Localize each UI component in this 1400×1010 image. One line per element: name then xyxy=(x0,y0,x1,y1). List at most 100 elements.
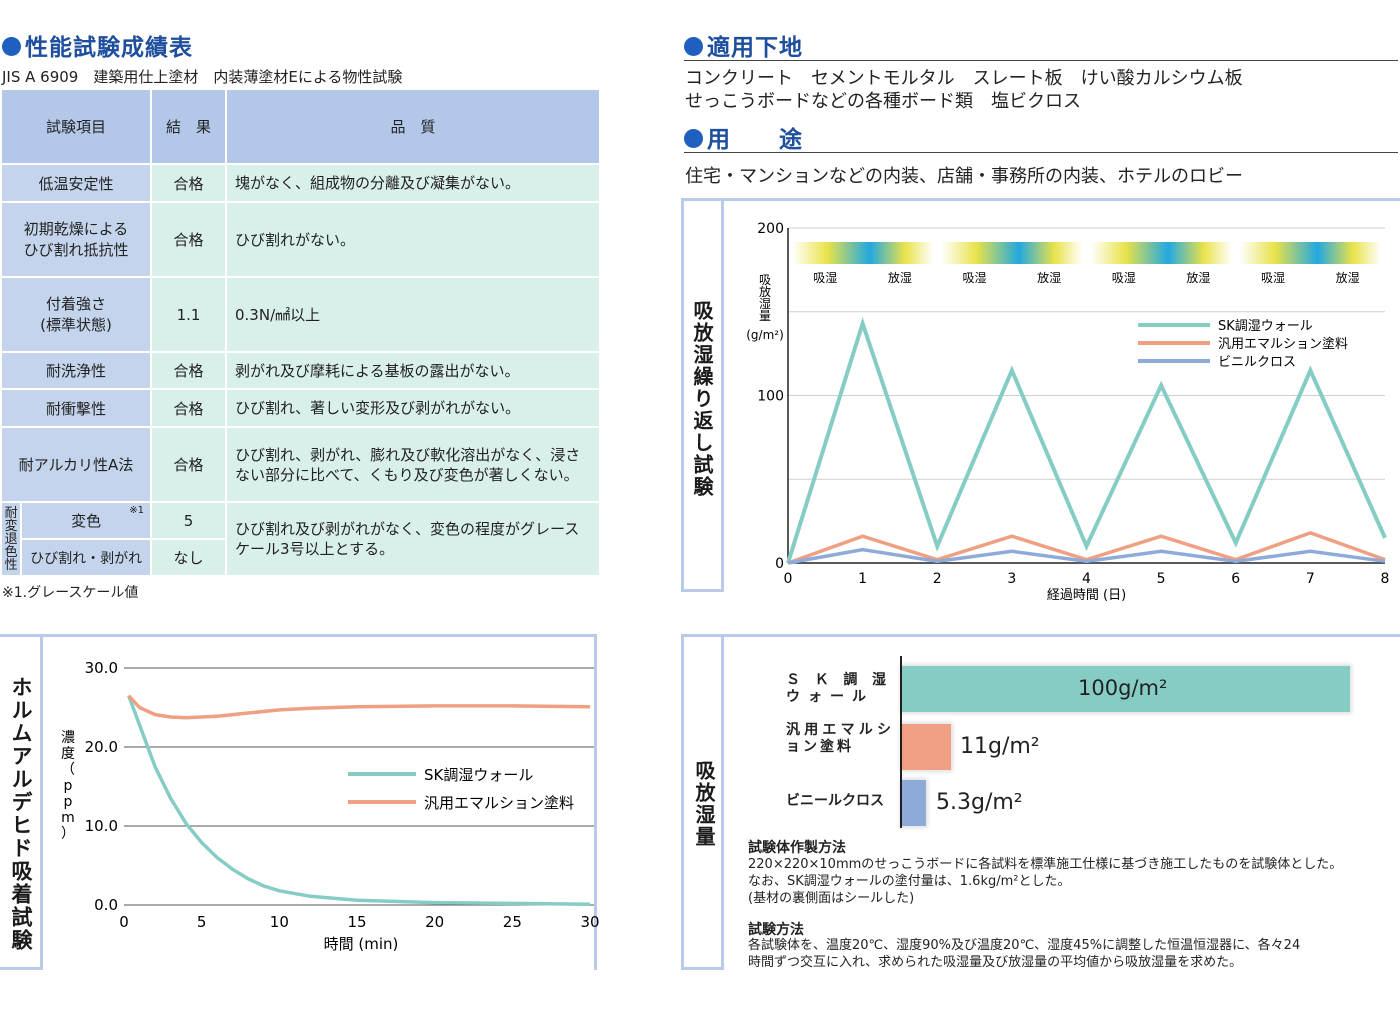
test-text: 各試験体を、温度20℃、湿度90%及び温度20℃、湿度45%に調整した恒温恒湿器… xyxy=(748,937,1300,971)
y-tick-label: 20.0 xyxy=(85,738,118,756)
row-quality: 塊がなく、組成物の分離及び凝集がない。 xyxy=(225,163,601,203)
legend-label: 汎用エマルション塗料 xyxy=(424,794,574,812)
row-result: 合格 xyxy=(150,388,227,428)
y-axis-label-char: ） xyxy=(61,826,75,842)
formaldehyde-title: ホルムアルデヒド吸着試験 xyxy=(9,676,33,952)
method-line: (基材の裏側面はシールした) xyxy=(748,891,915,906)
legend-label: 汎用エマルション塗料 xyxy=(1218,336,1348,352)
row-result: なし xyxy=(150,538,227,577)
x-tick-label: 6 xyxy=(1231,571,1240,587)
table-row: 耐アルカリ性A法 合格 ひび割れ、剥がれ、膨れ及び軟化溶出がなく、浸さない部分に… xyxy=(0,426,601,503)
usage-title: 用 途 xyxy=(684,120,803,154)
x-tick-label: 5 xyxy=(1157,571,1166,587)
band-label: 吸湿 xyxy=(1261,270,1285,285)
band-label: 吸湿 xyxy=(1112,270,1136,285)
x-tick-label: 7 xyxy=(1306,571,1315,587)
x-tick-label: 15 xyxy=(347,913,366,931)
row-item: 変色 ※1 xyxy=(20,501,152,540)
y-tick-label: 10.0 xyxy=(85,817,118,835)
series-line xyxy=(127,694,591,720)
group-label: 耐変退色性 xyxy=(0,501,23,577)
frame-divider xyxy=(681,589,724,592)
y-axis-label-char: 濃 xyxy=(61,730,75,746)
legend-label: ビニルクロス xyxy=(1218,355,1296,370)
table-row: ひび割れ・剥がれ なし xyxy=(1,538,600,577)
bar-axis xyxy=(900,656,902,828)
x-tick-label: 2 xyxy=(933,571,942,587)
x-tick-label: 5 xyxy=(197,913,207,931)
group-quality: ひび割れ及び剥がれがなく、変色の程度がグレースケール3号以上とする。 xyxy=(225,501,601,577)
table-row: 低温安定性 合格 塊がなく、組成物の分離及び凝集がない。 xyxy=(0,163,601,203)
x-tick-label: 10 xyxy=(270,913,289,931)
row-quality: ひび割れ、著しい変形及び剥がれがない。 xyxy=(225,388,601,428)
divider xyxy=(684,152,1398,153)
row-item: 耐アルカリ性A法 xyxy=(0,426,152,503)
absorption-title: 吸放湿量 xyxy=(692,760,716,848)
footnote: ※1.グレースケール値 xyxy=(2,585,139,601)
x-axis-label: 時間 (min) xyxy=(324,935,399,953)
legend-label: SK調湿ウォール xyxy=(1218,319,1313,334)
method-line: なお、SK調湿ウォールの塗付量は、1.6kg/m²とした。 xyxy=(748,874,1071,889)
row-item: 付着強さ (標準状態) xyxy=(0,276,152,353)
table-row: 耐変退色性 変色 ※1 5 ひび割れ及び剥がれがなく、変色の程度がグレースケール… xyxy=(0,501,601,577)
bar-value-label: 5.3g/m² xyxy=(936,790,1023,815)
row-item: 低温安定性 xyxy=(0,163,152,203)
humidity-band xyxy=(941,242,1083,264)
band-label: 放湿 xyxy=(1037,270,1061,285)
bar-label: ＳＫ調湿ウォール xyxy=(786,672,894,705)
x-axis-label: 経過時間 (日) xyxy=(1047,588,1126,603)
bar-value-label: 100g/m² xyxy=(1078,676,1168,700)
bar-value-label: 11g/m² xyxy=(960,734,1040,759)
row-quality: 0.3N/㎟以上 xyxy=(225,276,601,353)
table-row: 耐衝撃性 合格 ひび割れ、著しい変形及び剥がれがない。 xyxy=(0,388,601,428)
row-item: 初期乾燥による ひび割れ抵抗性 xyxy=(0,201,152,278)
bar xyxy=(902,666,1350,712)
bullet-icon xyxy=(2,37,21,56)
row-result: 合格 xyxy=(150,163,227,203)
bar-label: 汎用エマルション塗料 xyxy=(786,722,894,755)
band-label: 吸湿 xyxy=(963,270,987,285)
row-item: 耐衝撃性 xyxy=(0,388,152,428)
test-title: 試験方法 xyxy=(748,922,804,938)
series-line xyxy=(786,316,1387,564)
y-axis-label-char: 放 xyxy=(759,284,771,299)
footnote-mark: ※1 xyxy=(129,505,144,516)
cycle-chart-frame xyxy=(681,198,1400,592)
y-axis-label-char: m xyxy=(61,810,75,826)
divider xyxy=(684,60,1398,61)
formaldehyde-frame xyxy=(0,634,597,970)
y-axis-label-char: 湿 xyxy=(759,296,771,311)
row-quality: ひび割れがない。 xyxy=(225,201,601,278)
y-axis-label-char: 吸 xyxy=(759,273,771,287)
test-line: 各試験体を、温度20℃、湿度90%及び温度20℃、湿度45%に調整した恒温恒湿器… xyxy=(748,938,1301,953)
frame-divider xyxy=(681,967,724,970)
table-header: 試験項目 結 果 品 質 xyxy=(0,88,601,165)
y-axis-label-char: 度 xyxy=(61,746,75,762)
bullet-icon xyxy=(684,37,703,56)
x-tick-label: 20 xyxy=(425,913,444,931)
row-result: 5 xyxy=(150,501,227,540)
absorption-frame xyxy=(681,634,1400,970)
frame-divider xyxy=(0,967,43,970)
method-line: 220×220×10mmのせっこうボードに各試料を標準施工仕様に基づき施工したも… xyxy=(748,857,1343,872)
cycle-chart-title: 吸放湿繰り返し試験 xyxy=(690,300,714,498)
x-tick-label: 0 xyxy=(784,571,793,587)
substrate-title: 適用下地 xyxy=(684,28,803,62)
usage-text: 住宅・マンションなどの内装、店舗・事務所の内装、ホテルのロビー xyxy=(685,166,1243,187)
header-item: 試験項目 xyxy=(0,88,152,165)
y-axis-label-char: 量 xyxy=(759,309,771,323)
y-axis-label-char: （ xyxy=(61,762,75,778)
x-tick-label: 3 xyxy=(1007,571,1016,587)
series-line xyxy=(127,695,591,906)
performance-title: 性能試験成績表 xyxy=(2,28,193,62)
frame-divider xyxy=(721,634,724,970)
row-quality: 剥がれ及び摩耗による基板の露出がない。 xyxy=(225,351,601,390)
y-tick-label: 30.0 xyxy=(85,659,118,677)
method-text: 220×220×10mmのせっこうボードに各試料を標準施工仕様に基づき施工したも… xyxy=(748,856,1342,907)
row-quality: ひび割れ、剥がれ、膨れ及び軟化溶出がなく、浸さない部分に比べて、くもり及び変色が… xyxy=(225,426,601,503)
row-result: 合格 xyxy=(150,426,227,503)
x-tick-label: 1 xyxy=(858,571,867,587)
humidity-band xyxy=(1090,242,1232,264)
band-label: 放湿 xyxy=(1186,270,1210,285)
